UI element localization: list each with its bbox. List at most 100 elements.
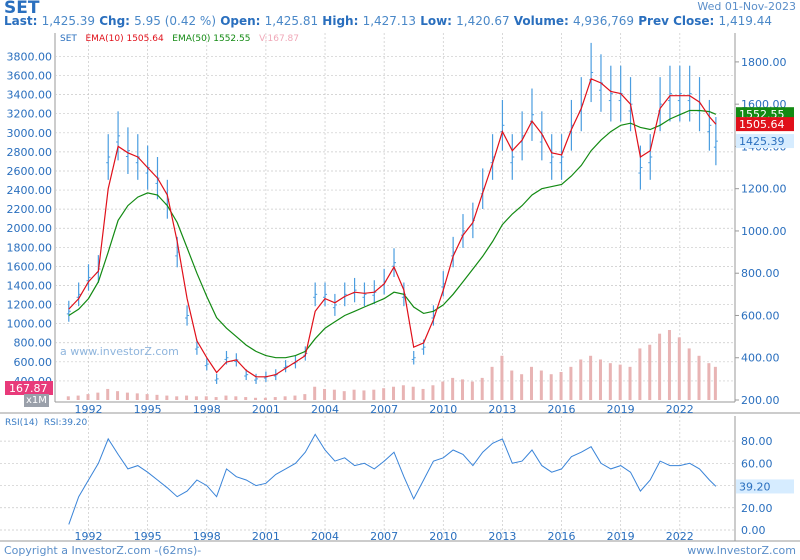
rsi-axis-tick-label: 60.00 bbox=[741, 457, 773, 470]
price-badge-bg bbox=[736, 134, 794, 149]
rsi-x-axis-year-label: 1998 bbox=[193, 530, 221, 543]
x-axis-year-label: 2016 bbox=[548, 403, 576, 416]
right-axis-tick-label: 400.00 bbox=[741, 352, 780, 365]
volume-badge-bg bbox=[5, 381, 53, 395]
prev-close-label: Prev Close: bbox=[638, 14, 715, 28]
ema10-badge-bg bbox=[736, 117, 794, 132]
volume-bar bbox=[116, 391, 120, 400]
volume-bar bbox=[461, 379, 464, 400]
rsi-x-axis-year-label: 1992 bbox=[75, 530, 103, 543]
x-axis-year-label: 2004 bbox=[311, 403, 339, 416]
volume-bar bbox=[569, 366, 573, 400]
volume-bar bbox=[598, 359, 602, 400]
volume-bar bbox=[648, 344, 652, 400]
volume-bar bbox=[372, 389, 376, 400]
volume-bar bbox=[628, 366, 632, 400]
volume-bar bbox=[441, 381, 445, 400]
right-axis-tick-label: 1200.00 bbox=[741, 183, 787, 196]
left-axis-tick-label: 800.00 bbox=[14, 337, 53, 350]
volume-bar bbox=[352, 389, 356, 400]
volume-bar bbox=[185, 395, 189, 400]
rsi-x-axis-year-label: 2010 bbox=[429, 530, 457, 543]
volume-bar bbox=[293, 395, 297, 400]
volume-bar bbox=[658, 333, 662, 400]
left-axis-tick-label: 2800.00 bbox=[7, 146, 53, 159]
volume-bar bbox=[106, 388, 110, 400]
rsi-legend-label: RSI(14) bbox=[5, 418, 39, 428]
volume-bar bbox=[224, 395, 228, 400]
volume-bar bbox=[96, 392, 100, 400]
volume-bar bbox=[214, 397, 218, 400]
rsi-axis-tick-label: 0.00 bbox=[741, 524, 766, 537]
right-axis-tick-label: 1800.00 bbox=[741, 56, 787, 69]
left-axis-tick-label: 3000.00 bbox=[7, 127, 53, 140]
legend-ema10-value: 1505.64 bbox=[126, 34, 164, 44]
legend-volume: V:167.87 bbox=[259, 34, 300, 44]
left-axis-tick-label: 1200.00 bbox=[7, 299, 53, 312]
open-value: 1,425.81 bbox=[264, 14, 319, 28]
volume-bar bbox=[539, 370, 543, 400]
ticker-title: SET bbox=[4, 0, 40, 18]
volume-bar bbox=[638, 348, 642, 400]
rsi-x-axis-year-label: 2001 bbox=[252, 530, 280, 543]
volume-bar bbox=[401, 385, 405, 400]
grid-lines bbox=[0, 33, 800, 542]
left-axis-tick-label: 2600.00 bbox=[7, 165, 53, 178]
volume-bar bbox=[667, 330, 671, 400]
ema10-badge: 1505.64 bbox=[739, 118, 785, 131]
quote-date: Wed 01-Nov-2023 bbox=[697, 0, 796, 13]
volume-bar bbox=[283, 396, 287, 400]
last-label: Last: bbox=[4, 14, 38, 28]
rsi-badge-bg bbox=[736, 479, 794, 494]
right-axis-tick-label: 800.00 bbox=[741, 267, 780, 280]
volume-bar bbox=[135, 393, 139, 400]
volume-bar bbox=[303, 394, 307, 400]
volume-bar bbox=[707, 363, 711, 400]
left-axis-tick-label: 3600.00 bbox=[7, 70, 53, 83]
volume-bar bbox=[165, 395, 169, 400]
volume-bar bbox=[549, 374, 553, 400]
low-label: Low: bbox=[420, 14, 452, 28]
volume-bar bbox=[273, 397, 277, 400]
left-axis-tick-label: 1600.00 bbox=[7, 260, 53, 273]
rsi-x-axis-year-label: 2004 bbox=[311, 530, 339, 543]
right-axis-tick-label: 1000.00 bbox=[741, 225, 787, 238]
volume-badge: 167.87 bbox=[9, 382, 48, 395]
left-axis-tick-label: 3800.00 bbox=[7, 50, 53, 63]
rsi-axis-tick-label: 20.00 bbox=[741, 502, 773, 515]
left-axis-tick-label: 2400.00 bbox=[7, 184, 53, 197]
left-axis-tick-label: 3200.00 bbox=[7, 108, 53, 121]
volume-bar bbox=[194, 396, 198, 400]
quote-summary: Last: 1,425.39 Chg: 5.95 (0.42 %) Open: … bbox=[4, 14, 772, 28]
open-label: Open: bbox=[220, 14, 261, 28]
volume-bar bbox=[332, 389, 336, 400]
volume-bar bbox=[608, 363, 612, 400]
volume-bar bbox=[529, 366, 533, 400]
low-value: 1,420.67 bbox=[456, 14, 510, 28]
volume-bar bbox=[244, 397, 248, 400]
x-axis-year-label: 2022 bbox=[666, 403, 694, 416]
x-axis-year-label: 2010 bbox=[429, 403, 457, 416]
volume-bar bbox=[313, 386, 317, 400]
volume-bar bbox=[145, 394, 149, 400]
site-link[interactable]: www.InvestorZ.com bbox=[687, 544, 796, 557]
right-axis-tick-label: 200.00 bbox=[741, 394, 780, 407]
high-value: 1,427.13 bbox=[362, 14, 417, 28]
volume-bar bbox=[520, 374, 524, 400]
rsi-x-axis-year-label: 2019 bbox=[607, 530, 635, 543]
right-axis-tick-label: 600.00 bbox=[741, 309, 780, 322]
x-axis-year-label: 1992 bbox=[75, 403, 103, 416]
volume-bar bbox=[66, 396, 70, 400]
volume-bar bbox=[677, 337, 681, 400]
volume-bar bbox=[713, 366, 717, 400]
rsi-axis-tick-label: 80.00 bbox=[741, 435, 773, 448]
x-axis-year-label: 1998 bbox=[193, 403, 221, 416]
volume-bar bbox=[254, 397, 258, 400]
volume-bar bbox=[362, 390, 366, 400]
volume-bar bbox=[687, 348, 691, 400]
price-badge: 1425.39 bbox=[739, 135, 785, 148]
rsi-x-axis-year-label: 2016 bbox=[548, 530, 576, 543]
legend-ema50-value: 1552.55 bbox=[213, 34, 251, 44]
